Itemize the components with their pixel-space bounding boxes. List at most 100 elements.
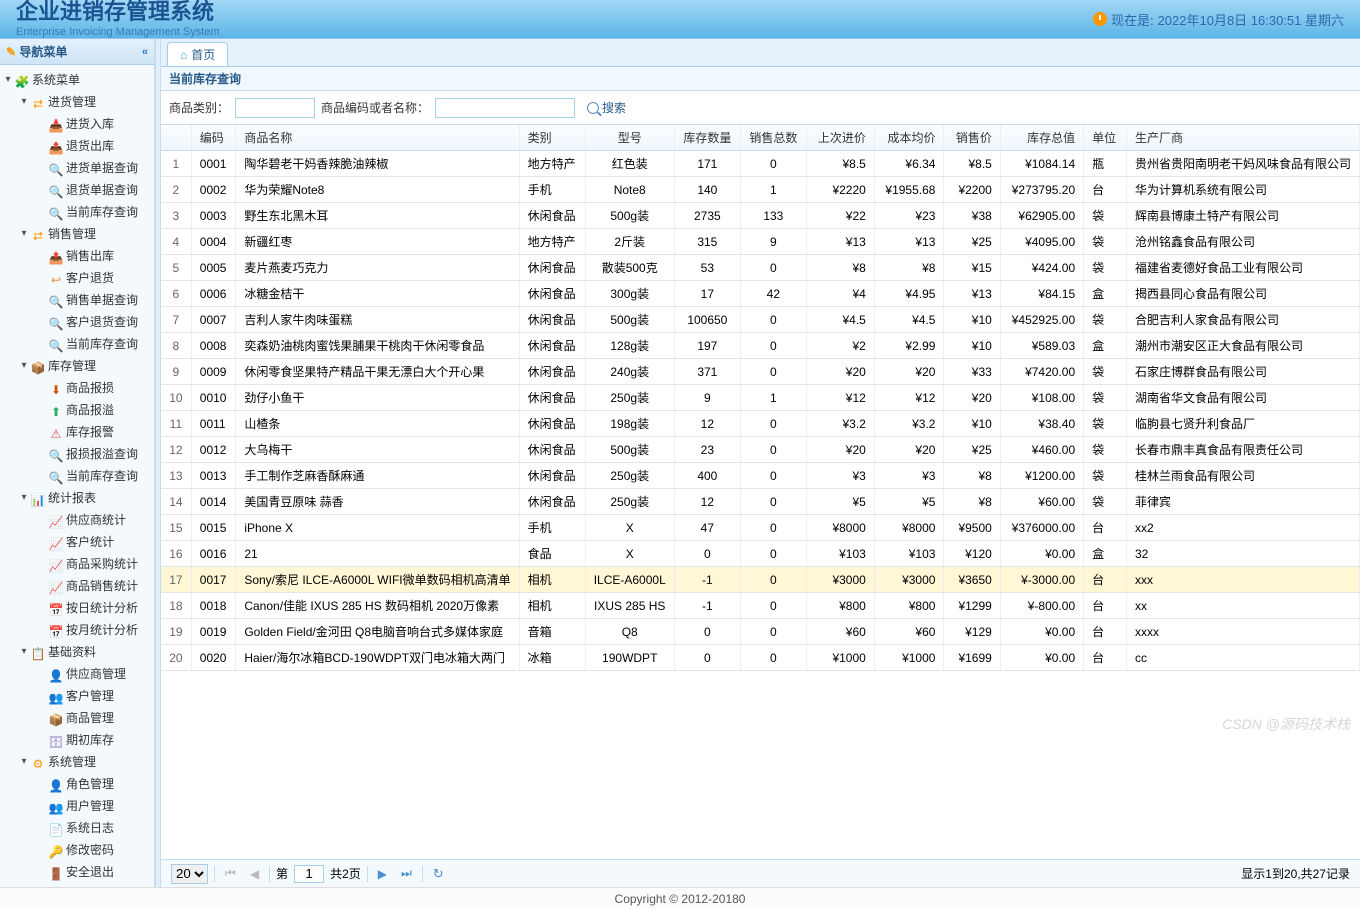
- col-qty[interactable]: 库存数量: [674, 125, 740, 151]
- category-input[interactable]: [235, 98, 315, 118]
- tree-toggle-icon: [36, 690, 48, 702]
- nav-item[interactable]: 📈商品销售统计: [0, 575, 154, 597]
- last-page-button[interactable]: ⏭: [397, 866, 416, 881]
- col-total[interactable]: 库存总值: [1000, 125, 1083, 151]
- nav-item-label: 商品采购统计: [66, 555, 138, 573]
- nav-item[interactable]: 👤角色管理: [0, 773, 154, 795]
- nav-item-label: 按日统计分析: [66, 599, 138, 617]
- page-number-input[interactable]: [294, 865, 324, 883]
- nav-item[interactable]: 🔍进货单据查询: [0, 157, 154, 179]
- table-row[interactable]: 100010劲仔小鱼干休闲食品250g装91¥12¥12¥20¥108.00袋湖…: [161, 385, 1360, 411]
- nav-item[interactable]: 👥用户管理: [0, 795, 154, 817]
- nav-item[interactable]: ↩客户退货: [0, 267, 154, 289]
- col-sale-price[interactable]: 销售价: [944, 125, 1000, 151]
- nav-item[interactable]: 🔍当前库存查询: [0, 465, 154, 487]
- tab-home[interactable]: ⌂ 首页: [167, 42, 228, 66]
- table-row[interactable]: 150015iPhone X手机X470¥8000¥8000¥9500¥3760…: [161, 515, 1360, 541]
- tree-toggle-icon: [36, 536, 48, 548]
- first-page-button[interactable]: ⏮: [221, 866, 240, 881]
- tree-toggle-icon: ▾: [18, 96, 30, 108]
- col-sold[interactable]: 销售总数: [740, 125, 806, 151]
- table-row[interactable]: 10001陶华碧老干妈香辣脆油辣椒地方特产红色装1710¥8.5¥6.34¥8.…: [161, 151, 1360, 177]
- table-row[interactable]: 120012大乌梅干休闲食品500g装230¥20¥20¥25¥460.00袋长…: [161, 437, 1360, 463]
- table-row[interactable]: 110011山楂条休闲食品198g装120¥3.2¥3.2¥10¥38.40袋临…: [161, 411, 1360, 437]
- nav-item[interactable]: ▾⇄进货管理: [0, 91, 154, 113]
- nav-item-icon: ⬇: [48, 381, 64, 395]
- nav-item-icon: 🔍: [48, 447, 64, 461]
- nav-item[interactable]: ▾📦库存管理: [0, 355, 154, 377]
- table-header-row: 编码 商品名称 类别 型号 库存数量 销售总数 上次进价 成本均价 销售价 库存…: [161, 125, 1360, 151]
- nav-item[interactable]: 📈客户统计: [0, 531, 154, 553]
- col-category[interactable]: 类别: [519, 125, 585, 151]
- nav-item[interactable]: 👥客户管理: [0, 685, 154, 707]
- col-index[interactable]: [161, 125, 191, 151]
- home-icon: ⌂: [180, 48, 187, 62]
- col-code[interactable]: 编码: [191, 125, 236, 151]
- nav-item[interactable]: 📦商品管理: [0, 707, 154, 729]
- col-maker[interactable]: 生产厂商: [1126, 125, 1359, 151]
- nav-item[interactable]: 📈供应商统计: [0, 509, 154, 531]
- nav-item[interactable]: 👤供应商管理: [0, 663, 154, 685]
- table-row[interactable]: 140014美国青豆原味 蒜香休闲食品250g装120¥5¥5¥8¥60.00袋…: [161, 489, 1360, 515]
- nav-item[interactable]: 🔍当前库存查询: [0, 333, 154, 355]
- table-row[interactable]: 50005麦片燕麦巧克力休闲食品散装500克530¥8¥8¥15¥424.00袋…: [161, 255, 1360, 281]
- table-row[interactable]: 30003野生东北黑木耳休闲食品500g装2735133¥22¥23¥38¥62…: [161, 203, 1360, 229]
- nav-item[interactable]: ⬆商品报溢: [0, 399, 154, 421]
- table-row[interactable]: 90009休闲零食坚果特产精品干果无漂白大个开心果休闲食品240g装3710¥2…: [161, 359, 1360, 385]
- nav-item-label: 销售单据查询: [66, 291, 138, 309]
- col-model[interactable]: 型号: [585, 125, 674, 151]
- col-avg-price[interactable]: 成本均价: [874, 125, 944, 151]
- nav-item[interactable]: 🚪安全退出: [0, 861, 154, 883]
- nav-item[interactable]: ▾⚙系统管理: [0, 751, 154, 773]
- page-size-select[interactable]: 20: [171, 864, 208, 884]
- app-title: 企业进销存管理系统: [16, 0, 220, 24]
- nav-item[interactable]: 🔍报损报溢查询: [0, 443, 154, 465]
- watermark: CSDN @源码技术栈: [1222, 714, 1350, 734]
- table-row[interactable]: 170017Sony/索尼 ILCE-A6000L WIFI微单数码相机高清单相…: [161, 567, 1360, 593]
- col-name[interactable]: 商品名称: [236, 125, 519, 151]
- nav-item[interactable]: 📤销售出库: [0, 245, 154, 267]
- clock-display: 现在是: 2022年10月8日 16:30:51 星期六: [1093, 10, 1344, 29]
- table-row[interactable]: 60006冰糖金桔干休闲食品300g装1742¥4¥4.95¥13¥84.15盒…: [161, 281, 1360, 307]
- nav-item[interactable]: ⬇商品报损: [0, 377, 154, 399]
- next-page-button[interactable]: ▶: [374, 867, 391, 881]
- nav-item[interactable]: 🔍销售单据查询: [0, 289, 154, 311]
- table-row[interactable]: 190019Golden Field/金河田 Q8电脑音响台式多媒体家庭音箱Q8…: [161, 619, 1360, 645]
- table-row[interactable]: 16001621食品X00¥103¥103¥120¥0.00盒32: [161, 541, 1360, 567]
- nav-item[interactable]: ▾📊统计报表: [0, 487, 154, 509]
- nav-item[interactable]: 📈商品采购统计: [0, 553, 154, 575]
- nav-item[interactable]: ▾📋基础资料: [0, 641, 154, 663]
- tree-toggle-icon: [36, 250, 48, 262]
- nav-item-icon: 🚪: [48, 865, 64, 879]
- code-name-input[interactable]: [435, 98, 575, 118]
- table-row[interactable]: 200020Haier/海尔冰箱BCD-190WDPT双门电冰箱大两门冰箱190…: [161, 645, 1360, 671]
- nav-item-label: 库存报警: [66, 423, 114, 441]
- nav-item[interactable]: 📥进货入库: [0, 113, 154, 135]
- nav-item[interactable]: 🗄期初库存: [0, 729, 154, 751]
- nav-item[interactable]: 📤退货出库: [0, 135, 154, 157]
- clock-icon: [1093, 12, 1107, 26]
- nav-item[interactable]: ▾⇄销售管理: [0, 223, 154, 245]
- nav-item[interactable]: 📄系统日志: [0, 817, 154, 839]
- sidebar-collapse-button[interactable]: «: [142, 46, 148, 58]
- col-last-price[interactable]: 上次进价: [806, 125, 874, 151]
- nav-item[interactable]: 📅按月统计分析: [0, 619, 154, 641]
- table-row[interactable]: 20002华为荣耀Note8手机Note81401¥2220¥1955.68¥2…: [161, 177, 1360, 203]
- reload-button[interactable]: ↻: [429, 866, 448, 882]
- table-row[interactable]: 180018Canon/佳能 IXUS 285 HS 数码相机 2020万像素相…: [161, 593, 1360, 619]
- nav-item[interactable]: 📅按日统计分析: [0, 597, 154, 619]
- nav-item[interactable]: ▾🧩系统菜单: [0, 69, 154, 91]
- nav-item[interactable]: 🔍退货单据查询: [0, 179, 154, 201]
- table-row[interactable]: 80008奕森奶油桃肉蜜饯果脯果干桃肉干休闲零食品休闲食品128g装1970¥2…: [161, 333, 1360, 359]
- nav-item[interactable]: ⚠库存报警: [0, 421, 154, 443]
- nav-item[interactable]: 🔍当前库存查询: [0, 201, 154, 223]
- nav-item[interactable]: 🔑修改密码: [0, 839, 154, 861]
- search-button[interactable]: 搜索: [581, 97, 632, 118]
- col-unit[interactable]: 单位: [1084, 125, 1127, 151]
- nav-item[interactable]: 🔍客户退货查询: [0, 311, 154, 333]
- table-row[interactable]: 70007吉利人家牛肉味蛋糕休闲食品500g装1006500¥4.5¥4.5¥1…: [161, 307, 1360, 333]
- nav-item-label: 角色管理: [66, 775, 114, 793]
- prev-page-button[interactable]: ◀: [246, 867, 263, 881]
- table-row[interactable]: 130013手工制作芝麻香酥麻通休闲食品250g装4000¥3¥3¥8¥1200…: [161, 463, 1360, 489]
- table-row[interactable]: 40004新疆红枣地方特产2斤装3159¥13¥13¥25¥4095.00袋沧州…: [161, 229, 1360, 255]
